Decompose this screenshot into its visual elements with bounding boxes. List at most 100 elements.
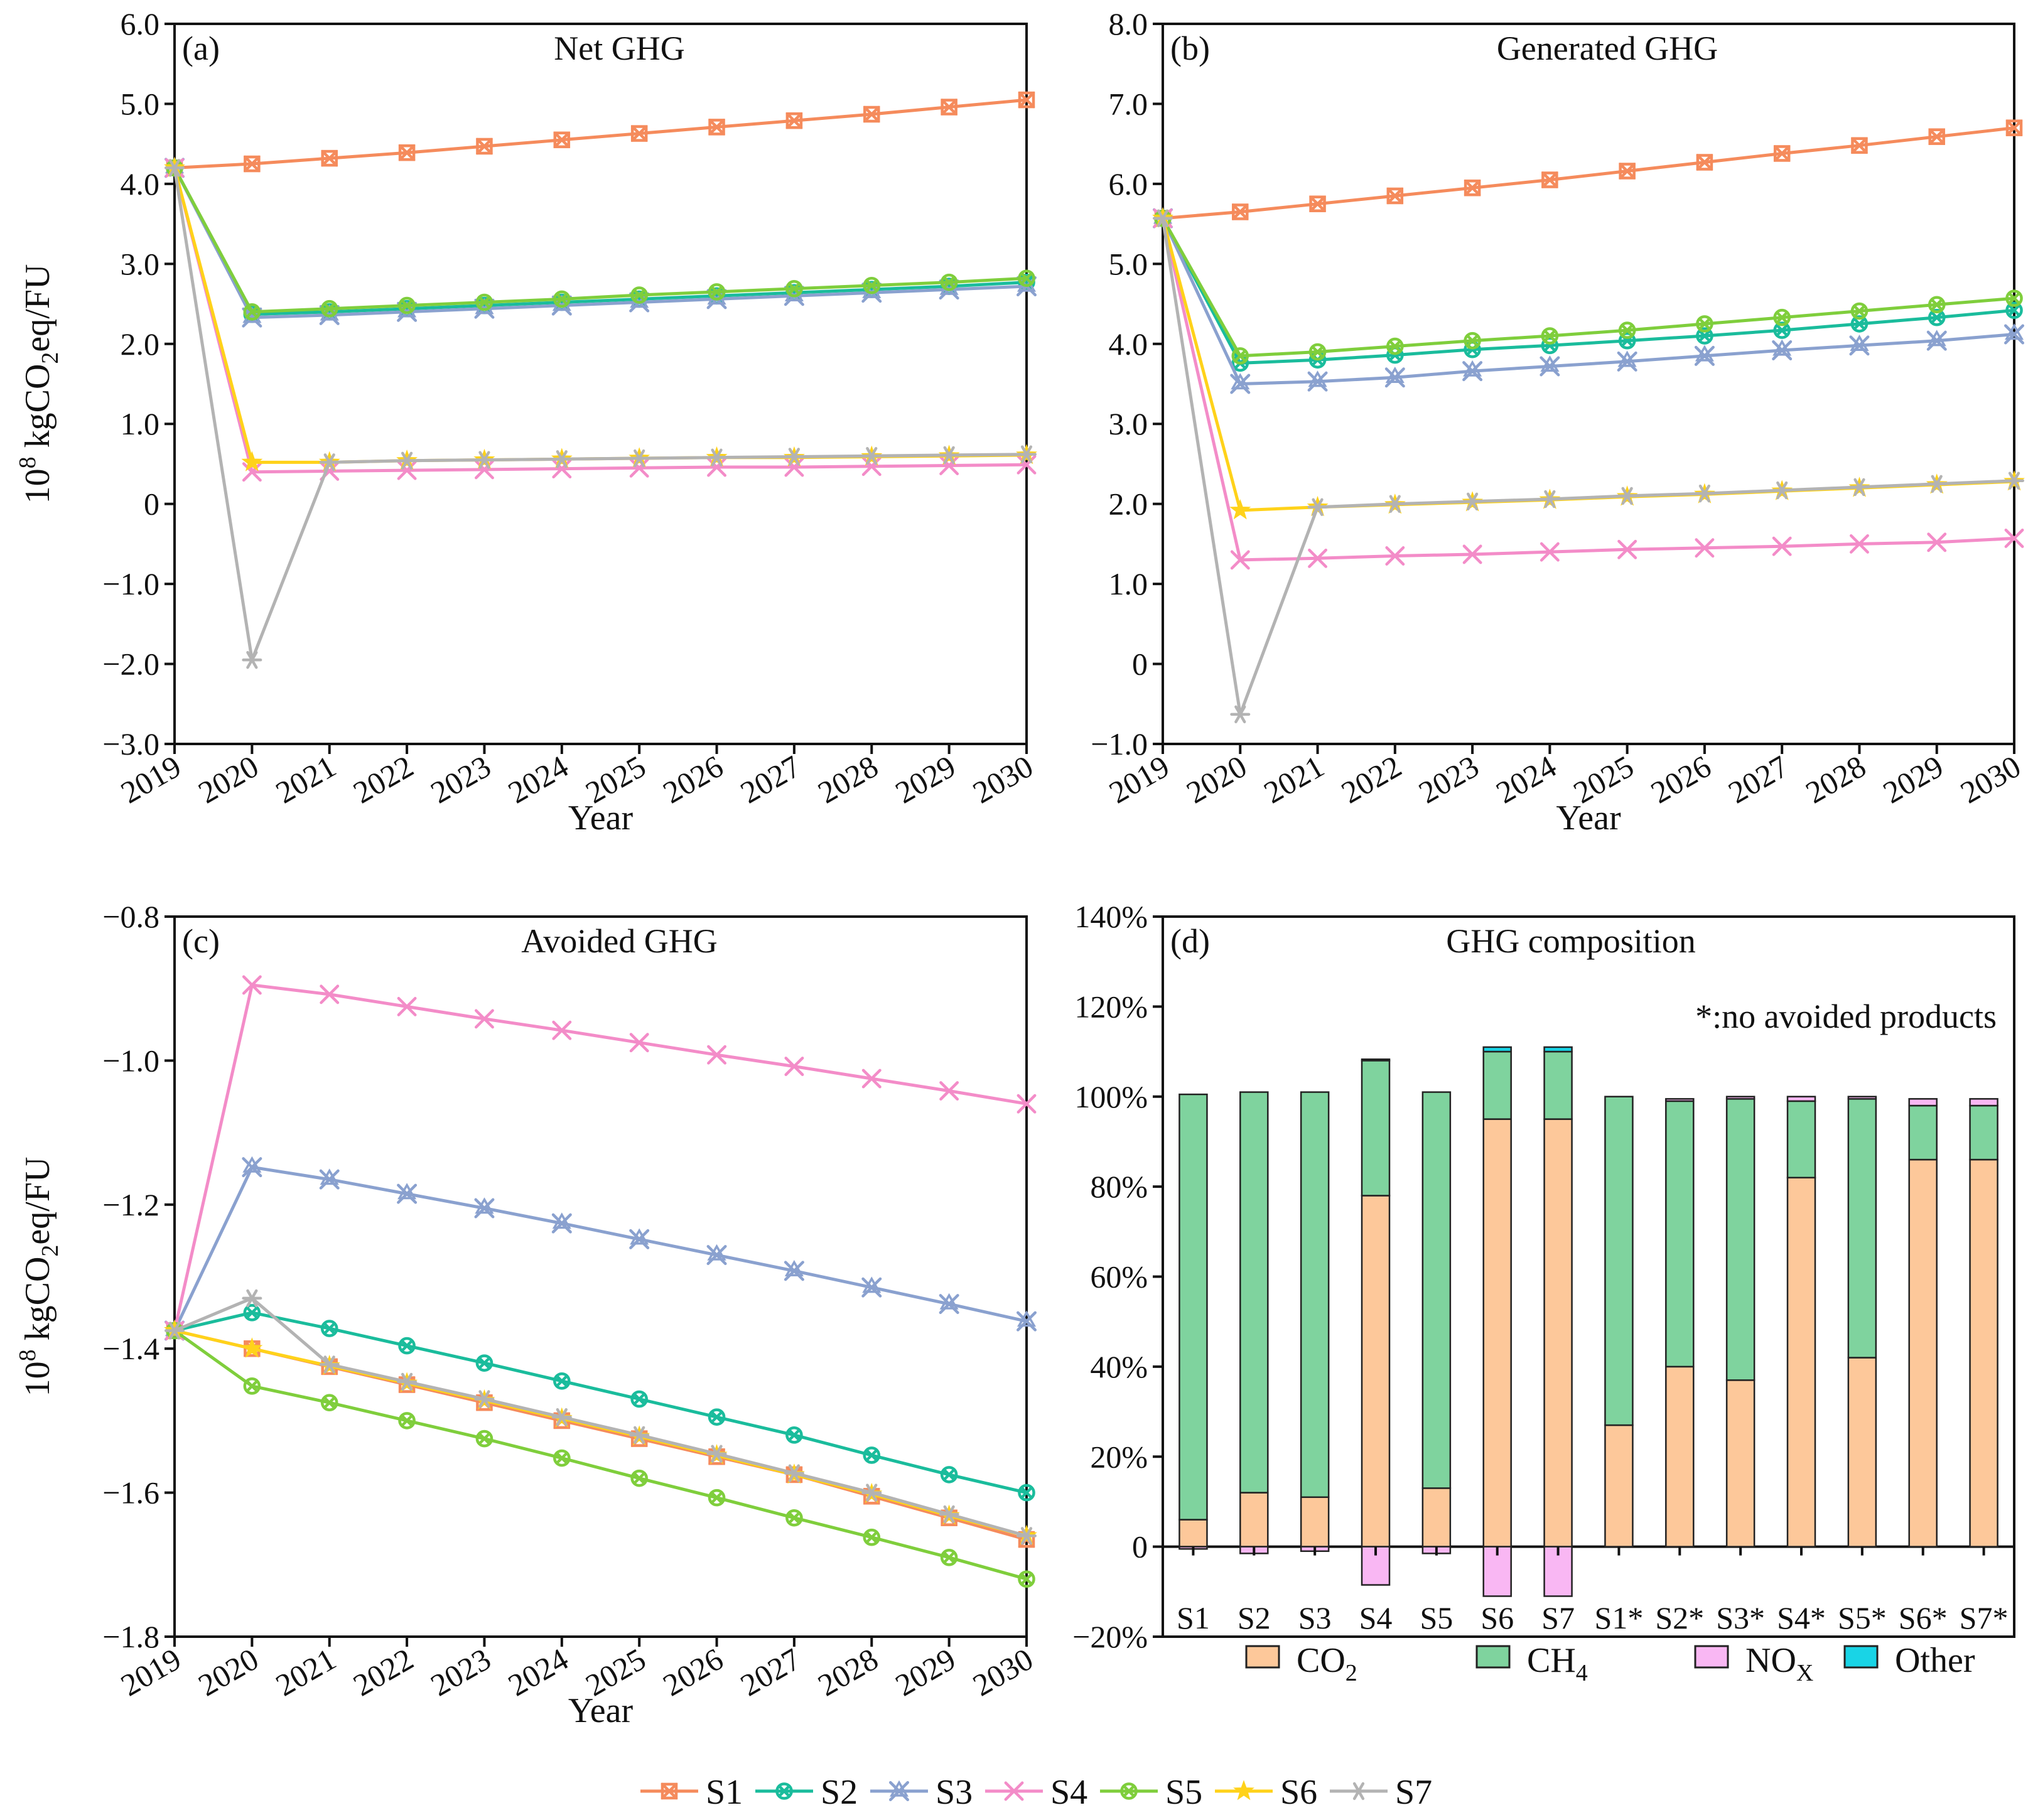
legend-marker-S7 (1349, 1782, 1369, 1801)
point-S3 (1849, 335, 1870, 356)
point-S3-tri (552, 1212, 571, 1229)
point-S2 (940, 1466, 958, 1483)
point-S7-stroke (1020, 1527, 1033, 1545)
line-S1 (1162, 126, 2015, 220)
legend-swatch-CH4 (1475, 1645, 1511, 1669)
point-S4-stroke (1850, 534, 1869, 554)
point-S5-ring (1618, 321, 1636, 339)
series-S3 (165, 1156, 1037, 1341)
point-S4-stroke (320, 984, 340, 1004)
bar-CO2 (1908, 1158, 1938, 1548)
point-S5-ring (1696, 315, 1713, 333)
point-S7 (1017, 445, 1037, 463)
point-S5 (1618, 321, 1636, 339)
point-S7-stroke (478, 1390, 490, 1408)
point-S6-star (1229, 499, 1251, 520)
bar-CH4 (1179, 1093, 1208, 1521)
legend-label-sub: X (1796, 1660, 1813, 1686)
point-S7-stroke (246, 650, 258, 669)
y-tick-label: −1.0 (102, 1043, 159, 1078)
point-S7 (242, 1289, 262, 1308)
x-tick-label: 2021 (270, 748, 342, 810)
point-S5-ring (863, 1528, 881, 1546)
legend-marker-S6 (1233, 1780, 1254, 1801)
point-S7-stroke (1020, 445, 1033, 463)
point-S5 (940, 1549, 958, 1566)
point-S7-stroke (634, 449, 645, 468)
point-S3 (861, 1276, 882, 1298)
point-S7-stroke (401, 1372, 413, 1391)
point-S4 (397, 996, 417, 1016)
point-S1 (321, 149, 338, 167)
bar-CO2 (1969, 1158, 1998, 1548)
x-tick-label: 2027 (735, 748, 807, 810)
point-S7-stroke (1234, 705, 1246, 724)
point-S1-box (1386, 187, 1404, 205)
point-S7 (474, 451, 495, 469)
point-S2 (1773, 321, 1791, 339)
point-S5-stroke (787, 282, 801, 296)
point-S6-star (241, 451, 263, 471)
legend-item-S3: S3 (870, 1773, 973, 1812)
bar-CH4 (1786, 1100, 1816, 1179)
bar-group-S2* (1665, 1098, 1695, 1556)
bar-group-S6* (1908, 1098, 1938, 1556)
point-S4-stroke (707, 457, 726, 477)
point-S4-stroke (397, 996, 417, 1016)
point-S5-stroke (1020, 1572, 1033, 1586)
point-S5 (1696, 315, 1713, 333)
point-S5-ring (553, 290, 571, 308)
point-S7 (629, 449, 650, 468)
point-S7-stroke (711, 448, 723, 466)
point-S1 (1018, 91, 1035, 109)
bar-Other (1482, 1046, 1512, 1053)
point-S3 (939, 1293, 959, 1315)
point-S3-tri (2004, 323, 2024, 340)
point-S3 (1384, 367, 1405, 388)
point-S5-ring (1464, 331, 1481, 350)
point-S3-tri (1385, 367, 1405, 384)
point-S1-stroke (1773, 145, 1791, 162)
panel-label: (c) (182, 922, 220, 960)
y-tick-label: −0.8 (102, 899, 159, 934)
y-axis-label: 108 kgCO2eq/FU (14, 264, 63, 504)
point-S3 (629, 1228, 650, 1249)
legend-label-S1: S1 (706, 1773, 743, 1812)
point-S7 (1462, 492, 1483, 511)
point-S4-stroke (939, 456, 959, 475)
point-S2-ring (320, 1320, 338, 1337)
legend-item-NOX: NOX (1694, 1641, 1813, 1686)
series-S5 (166, 159, 1035, 321)
plot-frame (173, 915, 1028, 1638)
bar-CO2 (1665, 1365, 1695, 1548)
point-S7 (1926, 475, 1947, 493)
point-S1-box (398, 144, 416, 161)
point-S5 (553, 290, 571, 308)
bar-CH4 (1847, 1098, 1877, 1359)
legend-item-S6: S6 (1215, 1773, 1317, 1812)
bar-group-S5* (1847, 1096, 1877, 1556)
point-S5 (398, 296, 416, 315)
point-S5-ring (708, 1489, 726, 1507)
point-S5 (630, 1469, 648, 1487)
point-S7 (551, 450, 572, 468)
point-S6 (241, 451, 263, 471)
bar-group-S5 (1421, 1091, 1452, 1556)
line-S4 (173, 167, 1027, 474)
point-S5 (1308, 343, 1327, 361)
point-S1-box (1773, 145, 1791, 162)
legend-label-main: Other (1895, 1641, 1975, 1680)
point-S2 (785, 1426, 803, 1444)
point-S3-tri (1695, 345, 1714, 362)
point-S2 (398, 1337, 416, 1355)
y-tick-label: −1.8 (102, 1619, 159, 1654)
x-tick-label: 2030 (967, 748, 1039, 810)
point-S2 (708, 1408, 726, 1426)
point-S7 (861, 446, 882, 465)
y-tick-label: 20% (1090, 1439, 1148, 1474)
point-S5 (630, 286, 648, 304)
point-S3-tri (862, 1276, 882, 1293)
point-S5 (1231, 347, 1249, 365)
point-S4 (475, 1009, 494, 1029)
point-S4-stroke (475, 460, 494, 480)
